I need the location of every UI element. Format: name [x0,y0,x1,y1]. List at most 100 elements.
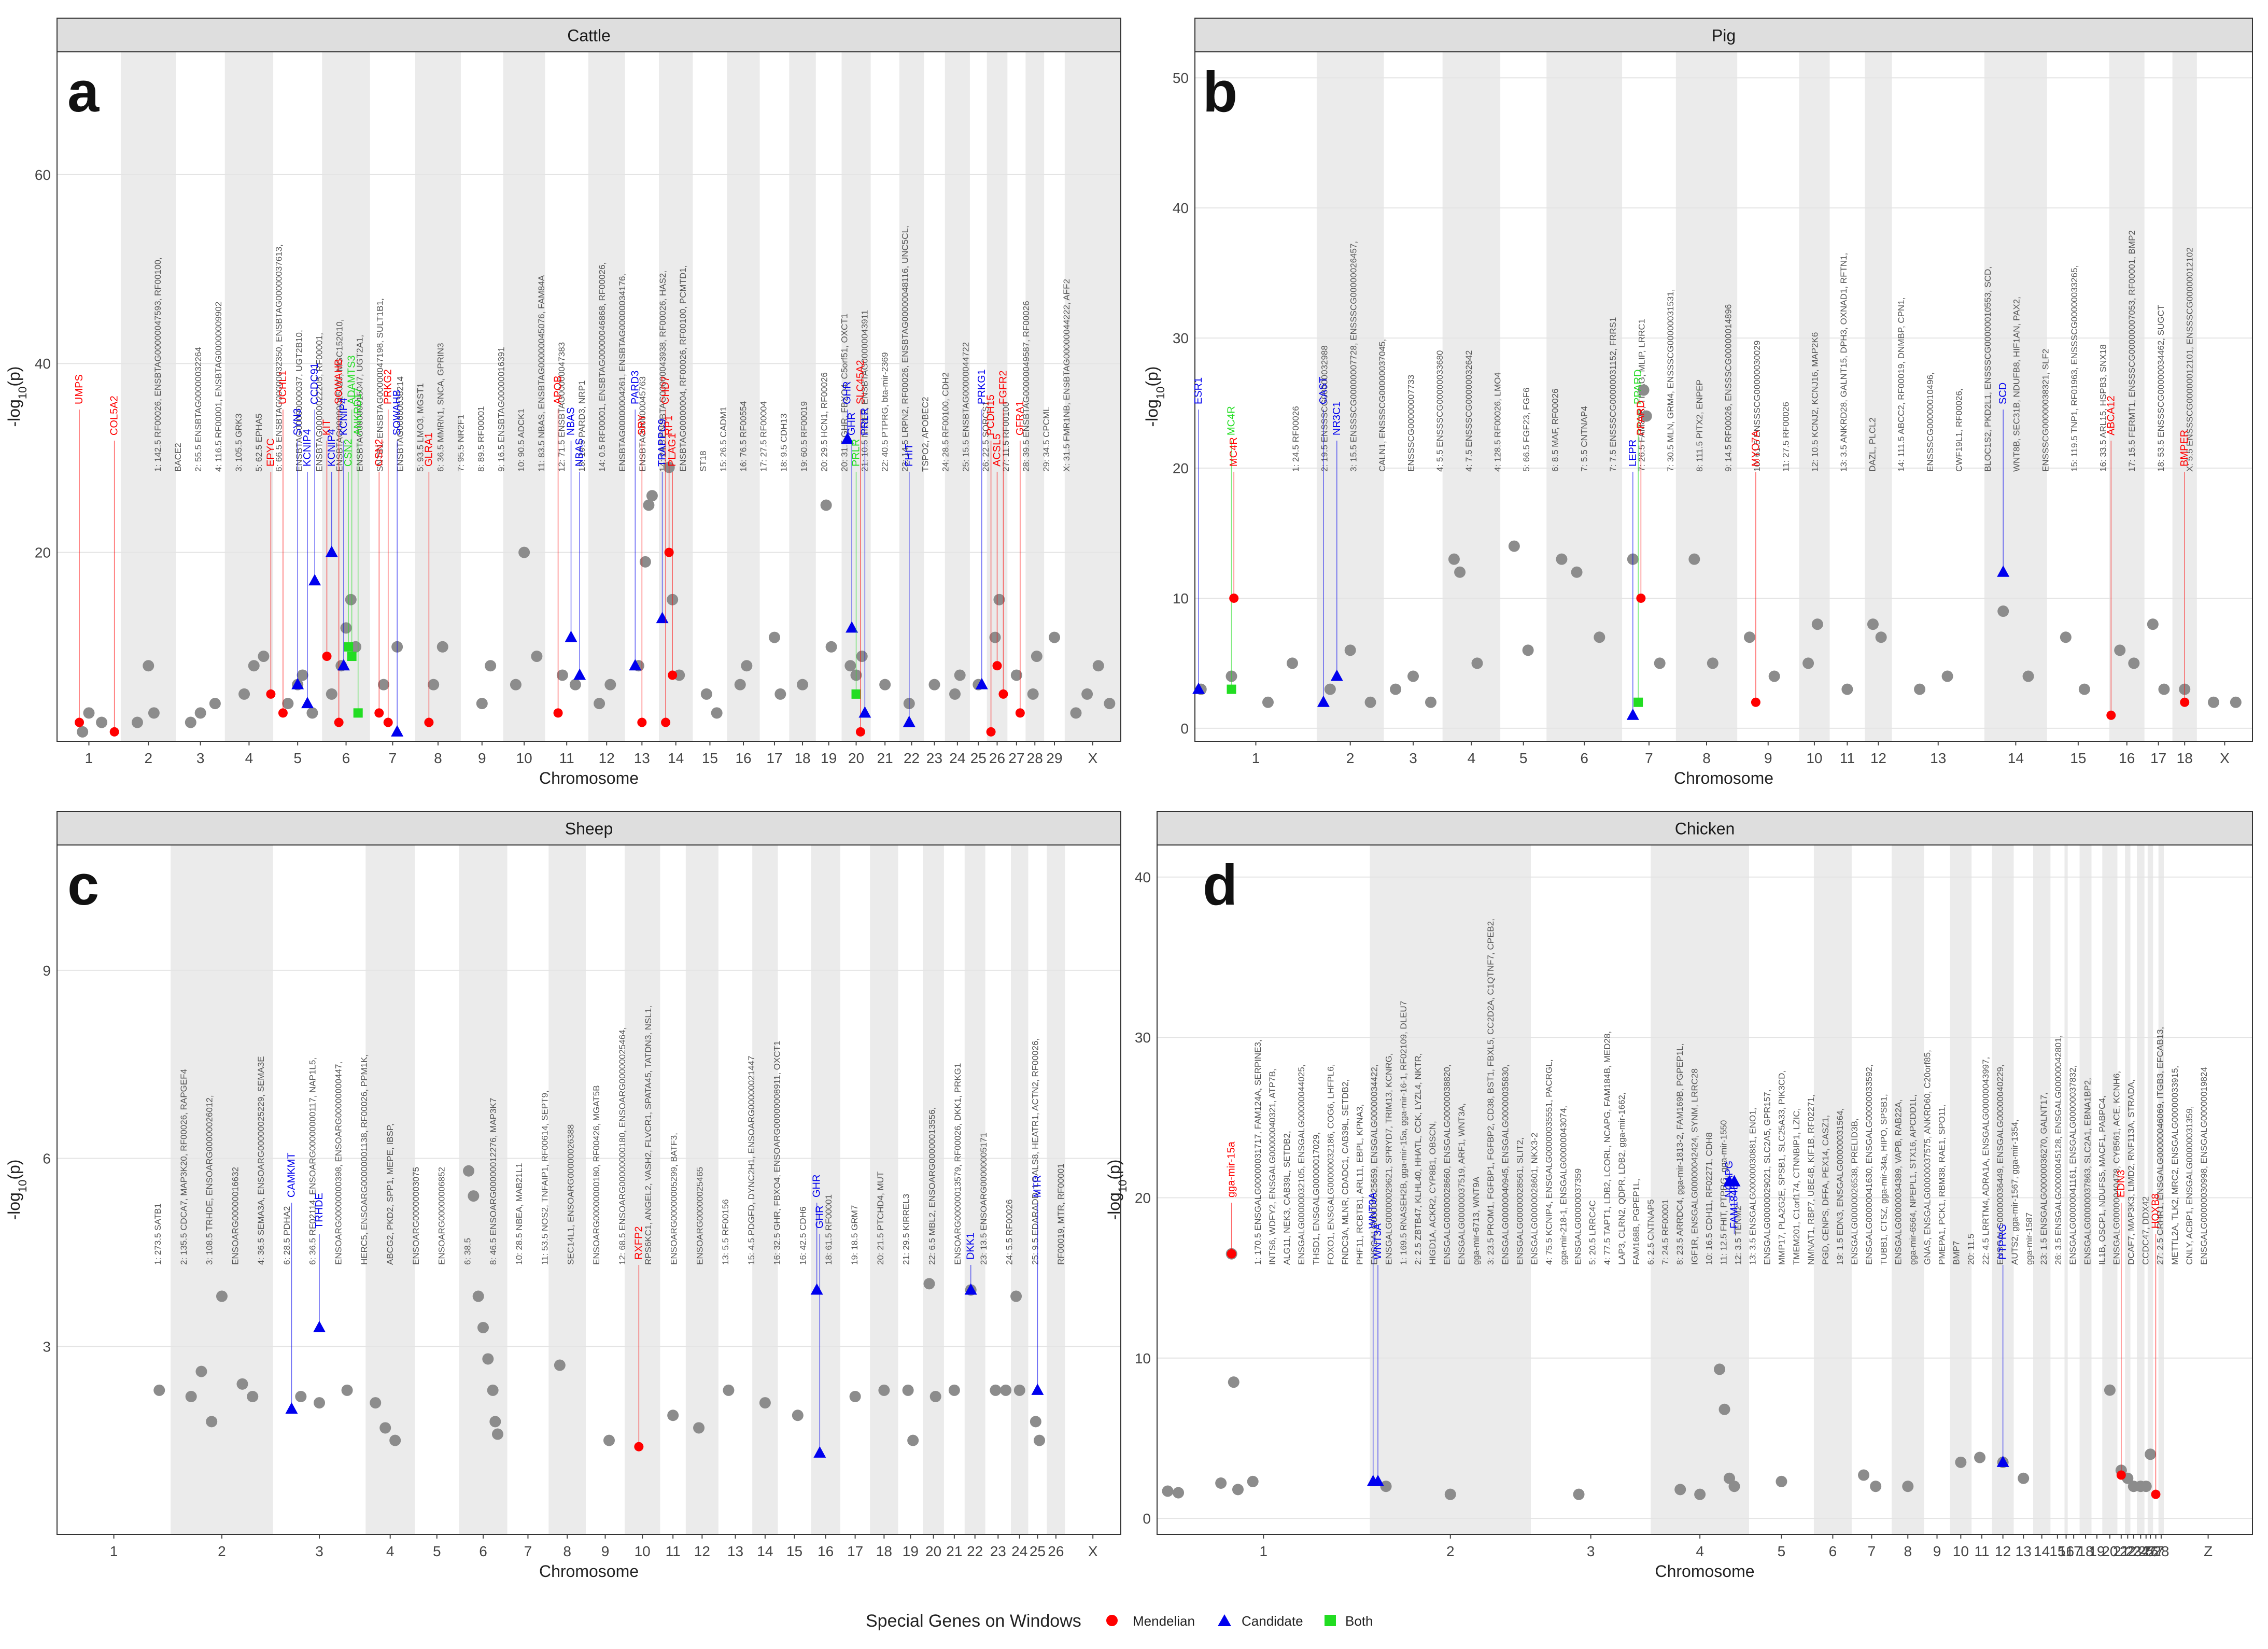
scatter-point [379,1422,391,1434]
y-axis-title: -log10(p) [5,1160,29,1220]
candidate-marker [1996,1455,2009,1467]
scatter-point [482,1353,494,1365]
x-tick-label: 2 [1346,750,1355,766]
panel-border [57,844,1121,1535]
both-marker [353,708,363,718]
chromosome-band-8 [1675,52,1738,741]
window-label: IGF1R, ENSGALG00000042424, SYNM, LRRC28 [1689,1068,1699,1265]
x-tick-label: 10 [516,750,532,766]
scatter-point [377,679,389,690]
window-label: gga-mir-6564, NPEPL1, STX16, APCDD1L, [1908,1094,1918,1265]
scatter-point [1802,657,1814,669]
candidate-marker [1330,669,1343,681]
mendelian-marker [2180,697,2190,707]
scatter-point [476,698,488,710]
facet-strip [1157,811,2253,845]
scatter-point [195,1365,207,1377]
chromosome-band-26 [1047,845,1065,1534]
legend-candidate-swatch [1218,1614,1231,1626]
scatter-point [825,641,837,653]
scatter-point [2104,1384,2116,1396]
scatter-point [1718,1403,1730,1415]
window-label: 6: 2.5 CNTNAP5 [1646,1199,1656,1265]
window-label: 16: 76.5 RF00554 [739,401,749,472]
legend-title: Special Genes on Windows [866,1611,1081,1631]
panel-pig: 0 10 20 30 40 50 Pig b 1: 24.5 RF00026 2: 19.5 EN… [1143,18,2253,787]
y-tick-label: 0 [1143,1511,1151,1527]
scatter-point [907,1434,919,1446]
y-tick-label: 50 [1173,70,1189,86]
gene-label: NR3C1 [1331,401,1343,435]
gene-label: MYO7A [1750,430,1762,467]
window-label: 4: 128.5 RF00026, LMO4 [1492,372,1502,472]
chromosome-band-8 [548,845,586,1534]
x-tick-label: 5 [433,1543,441,1559]
x-tick-label: 17 [766,750,782,766]
scatter-point [436,641,448,653]
x-tick-label: X [2220,750,2230,766]
scatter-point [2145,1448,2157,1460]
window-label: 22: 4.5 LRRTM4, ADRA1A, ENSGALG000000439… [1981,1057,1991,1265]
window-label: 12: 71.5 ENSBTAG00000047383 [557,342,567,472]
x-tick-label: 3 [315,1543,323,1559]
x-tick-label: 2 [1446,1543,1455,1559]
facet-title: Sheep [565,820,613,838]
x-tick-label: 14 [757,1543,773,1559]
window-label: 5: 66.5 FGF23, FGF6 [1522,387,1531,472]
chromosome-band-14 [2033,845,2051,1534]
gene-label: ABCA12 [2105,396,2117,435]
window-label: ENSGALG00000040945, ENSGALG00000035830, [1500,1064,1510,1265]
x-tick-label: 13 [1930,750,1946,766]
x-tick-label: 20 [2102,1543,2118,1559]
window-label: 5: 20.5 LRRC4C [1588,1200,1598,1265]
window-label: 4: 75.5 KCNIP4, ENSGALG00000035551, PACR… [1544,1059,1554,1265]
x-axis-title: Chromosome [1674,769,1773,787]
scatter-point [1522,644,1534,656]
scatter-point [1776,1475,1787,1487]
facet-strip [57,18,1121,52]
gene-label: LEPR [1627,440,1639,467]
window-label: 6: 36.5 MMRN1, SNCA, GPRIN3 [435,343,445,472]
window-label: 10: 16.5 CDH11, RF02271, CDH8 [1704,1132,1714,1265]
scatter-point [1031,651,1043,663]
scatter-point [487,1384,499,1396]
window-label: ENSBTAG00000038214 [395,376,405,472]
scatter-point [1914,683,1926,695]
x-tick-label: Z [2204,1543,2213,1559]
candidate-marker [813,1446,826,1458]
x-tick-label: 4 [386,1543,395,1559]
mendelian-marker [661,717,671,727]
x-tick-label: 1 [1259,1543,1267,1559]
candidate-marker [846,621,858,633]
x-tick-label: 16 [2119,750,2135,766]
mendelian-marker [1015,708,1025,718]
window-label-group: 1: 273.5 SATB1 2: 135.5 CDCA7, MAP3K20, R… [153,1006,1066,1265]
mendelian-marker [986,727,996,737]
x-tick-label: 17 [2150,750,2166,766]
window-label: LAP3, CLRN2, QDPR, LDB2, gga-mir-1662, [1617,1092,1627,1265]
scatter-point [1215,1477,1227,1489]
legend: Special Genes on Windows Mendelian Candi… [866,1611,1373,1631]
window-label: TSPO2, APOBEC2 [920,397,930,472]
window-label: MMP17, PLA2G2E, SPSB1, SLC25A33, PIK3CD, [1777,1070,1787,1265]
panel-cattle: 20 40 60 Cattle a 1: 142.5 RF00026, ENSBTAG00… [5,18,1121,787]
window-label: ENSOARG00000006852 [437,1167,447,1265]
chromosome-band-14 [1984,52,2047,741]
window-label: DCAF7, MAP3K3, LIMD2, RNF113A, STRADA, [2126,1079,2136,1265]
chromosome-band-22 [964,845,985,1534]
scatter-point [1407,670,1419,682]
window-label: 1: 169.5 RNASEH2B, gga-mir-15a, gga-mir-… [1399,1001,1408,1265]
gene-label: FHIT [904,444,915,467]
y-tick-label: 30 [1173,330,1189,346]
window-label: PGD, CENPS, DFFA, PEX14, CASZ1, [1821,1115,1830,1265]
candidate-marker [1317,695,1330,707]
window-label: ENSOARG00000000180, RF00426, MGAT5B [591,1086,601,1265]
panel-letter: b [1203,60,1237,124]
y-tick-label: 60 [35,167,51,183]
scatter-point [734,679,746,690]
scatter-point [83,707,95,719]
scatter-point [949,688,961,700]
x-tick-label: 11 [559,750,574,766]
scatter-point [1000,1384,1012,1396]
x-tick-label: 6 [479,1543,487,1559]
